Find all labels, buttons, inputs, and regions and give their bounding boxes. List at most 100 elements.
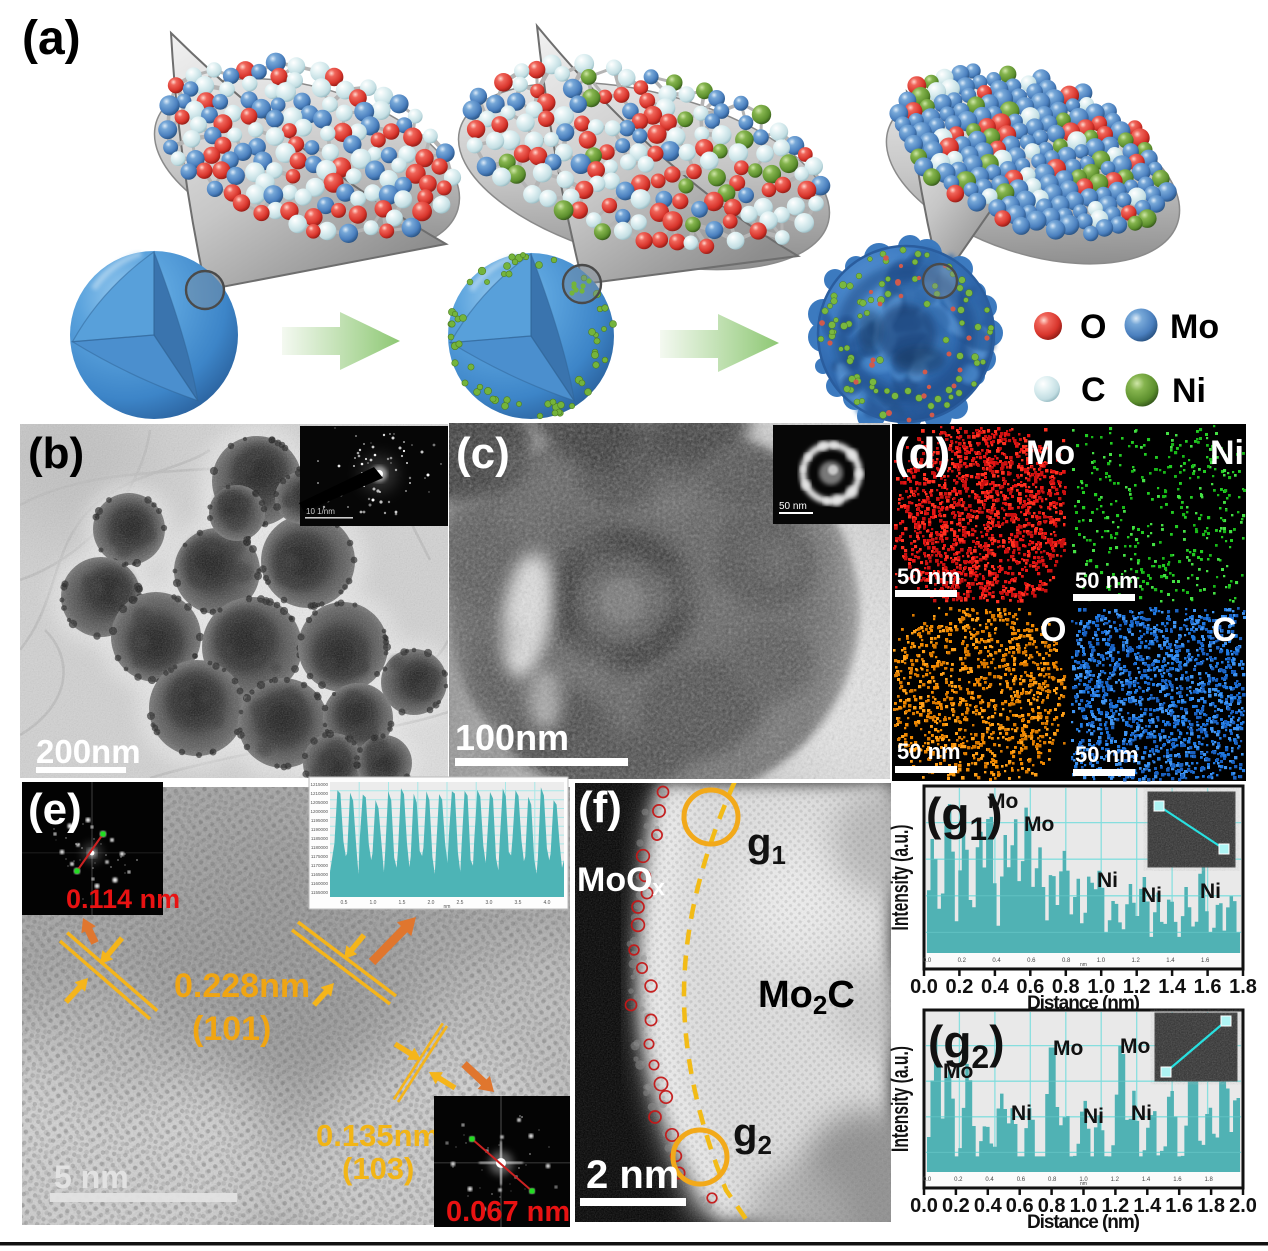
svg-text:1190000: 1190000 [311, 827, 329, 832]
svg-text:0.6: 0.6 [1027, 958, 1036, 964]
svg-text:0.4: 0.4 [981, 976, 1010, 998]
svg-text:Distance (nm): Distance (nm) [1027, 1212, 1140, 1233]
svg-text:3.0: 3.0 [486, 900, 493, 906]
svg-text:(g1): (g1) [926, 788, 1003, 847]
svg-text:1.0: 1.0 [1097, 958, 1106, 964]
svg-text:Mo: Mo [1120, 1035, 1150, 1058]
svg-text:50 nm: 50 nm [897, 564, 961, 589]
svg-text:Ni: Ni [1083, 1105, 1104, 1128]
svg-text:1.4: 1.4 [1166, 958, 1175, 964]
svg-text:1210000: 1210000 [310, 791, 328, 796]
svg-text:1.0: 1.0 [370, 900, 377, 906]
svg-text:nm: nm [1080, 962, 1087, 968]
svg-text:Mo2C: Mo2C [758, 974, 855, 1020]
svg-text:1195000: 1195000 [311, 818, 329, 823]
svg-text:Mo: Mo [1053, 1037, 1083, 1060]
svg-text:0.0: 0.0 [923, 958, 932, 964]
svg-text:50 nm: 50 nm [1075, 742, 1139, 767]
svg-text:0.4: 0.4 [985, 1177, 994, 1183]
svg-text:0.0: 0.0 [910, 976, 938, 998]
svg-text:1.6: 1.6 [1194, 976, 1222, 998]
svg-text:O: O [1080, 308, 1106, 346]
svg-text:(b): (b) [28, 429, 84, 478]
svg-text:1165000: 1165000 [311, 872, 329, 877]
svg-text:1.4: 1.4 [1142, 1177, 1151, 1183]
svg-text:2.0: 2.0 [1229, 1195, 1257, 1217]
svg-text:1.5: 1.5 [399, 900, 406, 906]
svg-text:2.0: 2.0 [428, 900, 435, 906]
svg-text:1.8: 1.8 [1197, 1195, 1225, 1217]
svg-text:2 nm: 2 nm [586, 1153, 679, 1197]
svg-text:Intensity (a.u.): Intensity (a.u.) [887, 1046, 914, 1152]
svg-text:(g2): (g2) [928, 1016, 1005, 1075]
svg-text:Mo: Mo [1024, 813, 1054, 836]
svg-text:Ni: Ni [1141, 884, 1162, 907]
svg-text:(e): (e) [28, 785, 82, 834]
svg-text:0.0: 0.0 [923, 1177, 932, 1183]
svg-text:1180000: 1180000 [311, 845, 329, 850]
svg-text:(c): (c) [456, 429, 510, 478]
svg-text:1.6: 1.6 [1173, 1177, 1182, 1183]
svg-text:4.0: 4.0 [544, 900, 551, 906]
svg-text:1.8: 1.8 [1229, 976, 1257, 998]
svg-text:200nm: 200nm [36, 733, 141, 770]
svg-text:nm: nm [444, 904, 451, 910]
svg-text:Ni: Ni [1210, 434, 1244, 472]
svg-text:1175000: 1175000 [311, 854, 329, 859]
svg-text:(101): (101) [192, 1010, 271, 1048]
svg-text:1200000: 1200000 [310, 809, 328, 814]
svg-text:1205000: 1205000 [310, 800, 328, 805]
svg-text:Intensity (a.u.): Intensity (a.u.) [887, 825, 914, 931]
svg-text:Ni: Ni [1131, 1102, 1152, 1125]
svg-text:0.8: 0.8 [1062, 958, 1071, 964]
svg-text:0.4: 0.4 [992, 958, 1001, 964]
svg-text:0.228nm: 0.228nm [174, 967, 310, 1005]
svg-text:2.5: 2.5 [457, 900, 464, 906]
svg-text:1.6: 1.6 [1201, 958, 1210, 964]
svg-text:1185000: 1185000 [311, 836, 329, 841]
svg-text:Ni: Ni [1011, 1102, 1032, 1125]
svg-text:(d): (d) [894, 429, 950, 478]
svg-text:0.114 nm: 0.114 nm [66, 884, 180, 914]
svg-text:0.5: 0.5 [341, 900, 348, 906]
svg-text:50 nm: 50 nm [779, 501, 807, 512]
svg-text:0.2: 0.2 [942, 1195, 970, 1217]
svg-text:1170000: 1170000 [311, 863, 329, 868]
svg-text:(a): (a) [22, 12, 81, 65]
svg-text:nm: nm [1080, 1181, 1087, 1187]
svg-text:5 nm: 5 nm [54, 1159, 129, 1195]
svg-text:1.6: 1.6 [1165, 1195, 1193, 1217]
svg-text:Ni: Ni [1097, 869, 1118, 892]
svg-text:0.067 nm: 0.067 nm [446, 1196, 570, 1228]
svg-text:1155000: 1155000 [311, 890, 329, 895]
svg-text:Mo: Mo [1026, 434, 1075, 472]
svg-text:0.2: 0.2 [958, 958, 967, 964]
svg-text:0.2: 0.2 [946, 976, 974, 998]
svg-text:(f): (f) [578, 783, 622, 832]
svg-text:Ni: Ni [1200, 880, 1221, 903]
svg-text:1.2: 1.2 [1111, 1177, 1120, 1183]
svg-text:3.5: 3.5 [515, 900, 522, 906]
svg-text:Mo: Mo [1170, 308, 1219, 346]
svg-text:Ni: Ni [1172, 372, 1206, 410]
svg-text:C: C [1212, 611, 1237, 649]
svg-text:1160000: 1160000 [311, 881, 329, 886]
svg-text:100nm: 100nm [455, 717, 569, 758]
svg-text:1.4: 1.4 [1158, 976, 1187, 998]
svg-text:MoOx: MoOx [577, 861, 666, 900]
svg-text:0.4: 0.4 [974, 1195, 1003, 1217]
svg-text:1215000: 1215000 [310, 782, 328, 787]
svg-text:0.0: 0.0 [910, 1195, 938, 1217]
svg-text:1.8: 1.8 [1205, 1177, 1214, 1183]
svg-text:0.8: 0.8 [1048, 1177, 1057, 1183]
svg-text:1.2: 1.2 [1131, 958, 1140, 964]
svg-text:50 nm: 50 nm [1075, 568, 1139, 593]
svg-text:0.2: 0.2 [954, 1177, 963, 1183]
svg-text:0.135nm: 0.135nm [316, 1118, 440, 1153]
svg-text:C: C [1081, 371, 1106, 409]
svg-text:10 1/nm: 10 1/nm [306, 507, 335, 516]
svg-text:(103): (103) [342, 1151, 414, 1186]
svg-text:50 nm: 50 nm [897, 739, 961, 764]
svg-text:O: O [1040, 611, 1066, 649]
svg-text:0.6: 0.6 [1017, 1177, 1026, 1183]
